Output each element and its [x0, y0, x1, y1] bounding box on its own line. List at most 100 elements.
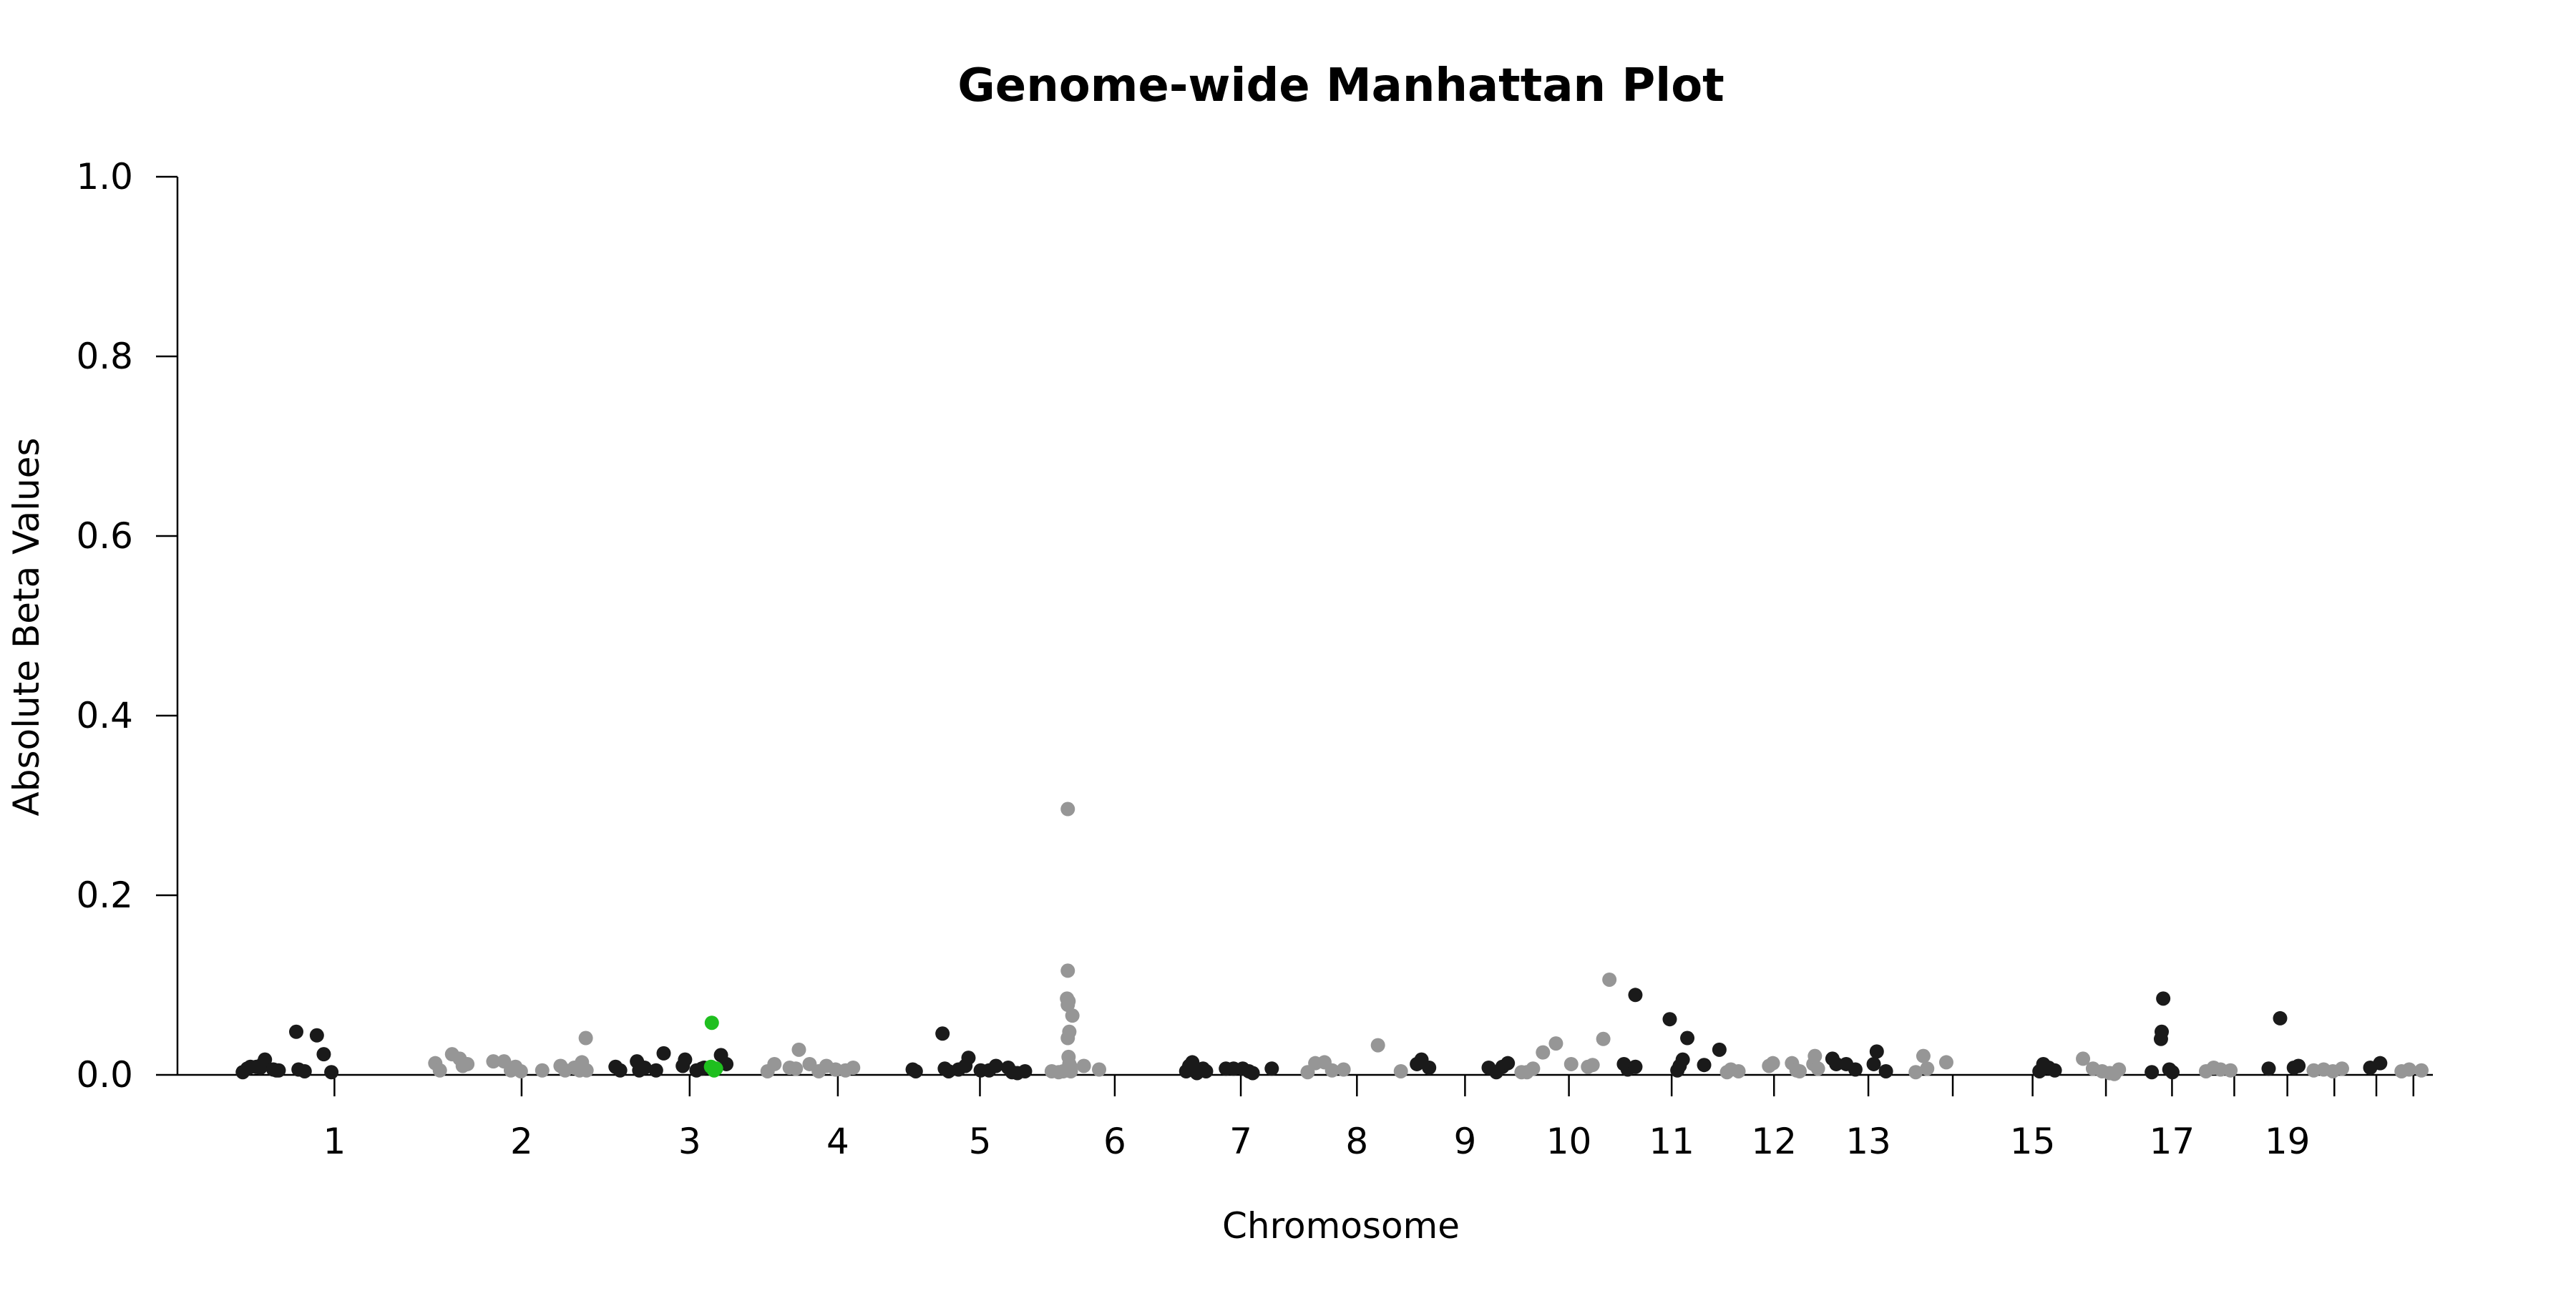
data-point — [656, 1046, 671, 1061]
data-points — [235, 802, 2429, 1081]
data-point — [1076, 1058, 1091, 1073]
data-point — [1336, 1062, 1351, 1077]
data-point — [324, 1065, 339, 1080]
data-point — [988, 1058, 1003, 1073]
x-axis-label: Chromosome — [1222, 1205, 1460, 1247]
x-tick-label: 13 — [1845, 1121, 1891, 1162]
data-point — [1245, 1066, 1260, 1081]
data-point — [432, 1063, 447, 1078]
data-point — [2223, 1063, 2238, 1078]
data-point — [791, 1042, 806, 1057]
data-point — [1938, 1055, 1953, 1070]
data-point — [648, 1063, 663, 1078]
data-point — [1908, 1065, 1923, 1080]
data-point — [1548, 1036, 1563, 1051]
data-point — [2261, 1061, 2276, 1076]
data-point — [271, 1063, 286, 1078]
data-point — [1920, 1061, 1935, 1076]
data-point — [1628, 988, 1643, 1003]
data-point — [1680, 1031, 1695, 1046]
data-point — [1065, 1008, 1080, 1023]
data-point — [1063, 1063, 1078, 1078]
highlight-point — [704, 1015, 719, 1031]
data-point — [908, 1063, 923, 1078]
chart-title: Genome-wide Manhattan Plot — [957, 59, 1724, 112]
x-tick-label: 6 — [1103, 1121, 1126, 1162]
data-point — [1185, 1055, 1200, 1070]
data-point — [1829, 1056, 1844, 1071]
data-point — [1602, 972, 1617, 987]
data-point — [2165, 1065, 2180, 1080]
x-tick-label: 12 — [1751, 1121, 1797, 1162]
data-point — [2334, 1061, 2349, 1076]
x-tick-label: 17 — [2150, 1121, 2195, 1162]
data-point — [961, 1051, 976, 1066]
data-point — [1324, 1063, 1340, 1078]
data-point — [1370, 1038, 1385, 1053]
data-point — [1731, 1063, 1746, 1078]
data-point — [258, 1052, 273, 1067]
data-point — [1501, 1056, 1516, 1071]
data-point — [513, 1063, 528, 1078]
x-axis: 1 2 3 4 5 6 7 8 9 10 11 12 13 15 17 19 — [177, 1073, 2433, 1162]
data-point — [2156, 991, 2171, 1006]
data-point — [678, 1052, 693, 1067]
data-point — [1869, 1044, 1884, 1059]
x-tick-label: 10 — [1546, 1121, 1592, 1162]
x-tick-label: 7 — [1229, 1121, 1252, 1162]
x-tick-label: 19 — [2265, 1121, 2311, 1162]
x-tick-label: 1 — [323, 1121, 346, 1162]
data-point — [2145, 1065, 2160, 1080]
y-tick-label: 1.0 — [76, 156, 133, 198]
highlight-point — [708, 1061, 723, 1076]
data-point — [2273, 1010, 2288, 1026]
data-point — [789, 1061, 804, 1076]
data-point — [486, 1054, 501, 1069]
y-tick-label: 0.4 — [76, 695, 133, 736]
x-tick-label: 8 — [1345, 1121, 1368, 1162]
data-point — [1061, 994, 1076, 1009]
data-point — [846, 1060, 861, 1075]
data-point — [2076, 1051, 2091, 1066]
data-point — [1563, 1056, 1579, 1071]
data-point — [1628, 1059, 1643, 1074]
data-point — [1765, 1056, 1780, 1071]
data-point — [2373, 1056, 2388, 1071]
data-point — [613, 1063, 628, 1078]
data-point — [1060, 802, 1075, 817]
y-tick-label: 0.6 — [76, 515, 133, 557]
data-point — [1675, 1052, 1690, 1067]
data-point — [1810, 1061, 1825, 1076]
data-point — [1536, 1045, 1551, 1060]
data-point — [1585, 1058, 1600, 1073]
data-point — [535, 1063, 550, 1078]
data-point — [637, 1060, 652, 1075]
data-point — [1393, 1063, 1408, 1078]
data-point — [578, 1031, 593, 1046]
data-point — [1662, 1012, 1677, 1027]
data-point — [460, 1056, 475, 1071]
data-point — [1060, 963, 1075, 978]
y-axis-label: Absolute Beta Values — [6, 438, 47, 817]
data-point — [1526, 1061, 1541, 1076]
data-point — [767, 1056, 782, 1071]
data-point — [2155, 1024, 2170, 1039]
data-point — [1422, 1060, 1437, 1075]
data-point — [1807, 1048, 1823, 1063]
data-point — [1697, 1058, 1712, 1073]
data-point — [1878, 1063, 1893, 1078]
data-point — [2112, 1062, 2127, 1077]
data-point — [309, 1028, 324, 1043]
y-tick-label: 0.0 — [76, 1054, 133, 1096]
x-tick-label: 3 — [678, 1121, 701, 1162]
x-tick-label: 4 — [826, 1121, 849, 1162]
data-point — [2401, 1062, 2416, 1077]
y-tick-label: 0.8 — [76, 336, 133, 377]
data-point — [1848, 1062, 1863, 1077]
data-point — [1199, 1063, 1214, 1078]
data-point — [1916, 1048, 1931, 1063]
data-point — [1264, 1061, 1279, 1076]
data-point — [1596, 1031, 1611, 1046]
y-axis: 0.0 0.2 0.4 0.6 0.8 1.0 — [76, 156, 179, 1096]
data-point — [579, 1063, 594, 1078]
